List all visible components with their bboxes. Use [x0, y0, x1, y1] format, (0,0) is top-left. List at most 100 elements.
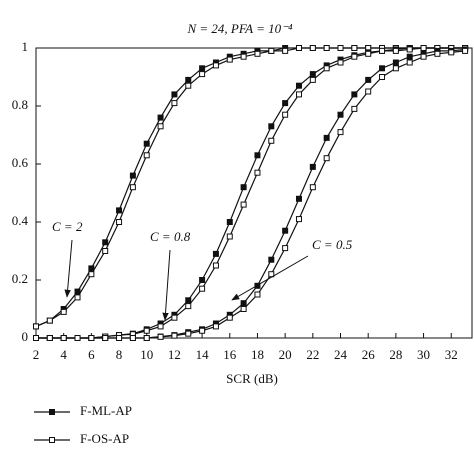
legend-marker [49, 409, 55, 415]
data-point [199, 277, 206, 283]
annotation: C = 2 [52, 219, 83, 234]
data-point [337, 129, 344, 136]
data-point [226, 56, 233, 63]
data-point [379, 47, 386, 54]
data-point [171, 91, 178, 98]
data-point [157, 323, 164, 330]
data-point [309, 163, 316, 170]
data-point [226, 314, 233, 321]
data-point [379, 74, 386, 80]
x-tick-label: 2 [33, 347, 40, 362]
data-point [116, 335, 123, 341]
data-point [351, 45, 358, 51]
data-point [212, 323, 219, 330]
data-point [74, 288, 81, 295]
data-point [240, 184, 247, 191]
data-point [129, 335, 136, 341]
data-point [420, 45, 427, 51]
data-point [102, 239, 109, 246]
data-point [392, 59, 399, 66]
data-point [185, 303, 192, 310]
data-point [282, 245, 289, 252]
legend-marker [49, 437, 55, 443]
data-point [254, 50, 261, 57]
data-point [171, 332, 178, 339]
data-point [268, 123, 275, 130]
data-point [282, 47, 289, 54]
legend-label: F-ML-AP [80, 403, 132, 418]
data-point [254, 169, 261, 176]
data-point [365, 50, 372, 57]
data-point [323, 65, 330, 72]
x-tick-label: 28 [389, 347, 402, 362]
chart-title: N = 24, PFA = 10⁻⁴ [186, 21, 292, 36]
data-point [268, 137, 275, 144]
data-point [406, 46, 413, 53]
data-point [185, 297, 192, 304]
y-tick-label: 0.6 [12, 155, 29, 170]
x-tick-label: 26 [362, 347, 376, 362]
data-point [420, 53, 427, 60]
data-point [88, 335, 95, 341]
data-point [116, 207, 123, 214]
data-point [268, 47, 275, 54]
data-point [323, 45, 330, 51]
y-tick-label: 1 [22, 39, 29, 54]
data-point [240, 53, 247, 60]
x-tick-label: 6 [88, 347, 95, 362]
data-point [434, 50, 441, 57]
x-tick-label: 22 [306, 347, 319, 362]
annotation: C = 0.8 [150, 229, 191, 244]
x-tick-label: 4 [60, 347, 67, 362]
data-point [309, 45, 316, 51]
data-point [323, 155, 330, 162]
series-line [36, 48, 466, 339]
data-point [462, 47, 469, 54]
data-point [351, 53, 358, 60]
data-point [199, 285, 206, 292]
data-point [185, 82, 192, 89]
x-tick-label: 32 [445, 347, 458, 362]
data-point [129, 184, 136, 191]
x-tick-label: 10 [140, 347, 153, 362]
data-point [60, 335, 67, 341]
data-point [226, 233, 233, 240]
data-point [143, 152, 150, 159]
data-point [102, 248, 109, 254]
y-tick-label: 0 [22, 329, 29, 344]
annotation-arrow [231, 255, 309, 301]
data-point [129, 172, 136, 179]
data-point [323, 134, 330, 141]
data-point [157, 333, 164, 340]
data-point [74, 335, 81, 341]
legend-label: F-OS-AP [80, 431, 129, 446]
data-point [199, 65, 206, 72]
data-point [88, 271, 95, 278]
data-point [268, 256, 275, 263]
y-tick-label: 0.2 [12, 271, 28, 286]
data-point [46, 317, 53, 324]
data-point [212, 262, 219, 269]
data-point [392, 65, 399, 72]
data-point [33, 323, 39, 330]
data-point [102, 335, 109, 341]
data-point [240, 300, 247, 307]
data-point [365, 88, 372, 95]
data-point [351, 91, 358, 98]
data-point [282, 227, 289, 234]
data-point [309, 76, 316, 83]
data-point [448, 49, 455, 56]
y-tick-label: 0.4 [12, 213, 29, 228]
annotation: C = 0.5 [312, 237, 353, 252]
annotation-arrow [64, 239, 73, 298]
data-point [199, 327, 206, 334]
data-point [282, 111, 289, 118]
data-point [226, 219, 233, 225]
data-point [309, 71, 316, 78]
data-point [295, 195, 302, 202]
x-tick-label: 24 [334, 347, 348, 362]
data-point [212, 62, 219, 69]
data-point [392, 47, 399, 54]
data-point [33, 335, 39, 341]
data-point [171, 314, 178, 321]
